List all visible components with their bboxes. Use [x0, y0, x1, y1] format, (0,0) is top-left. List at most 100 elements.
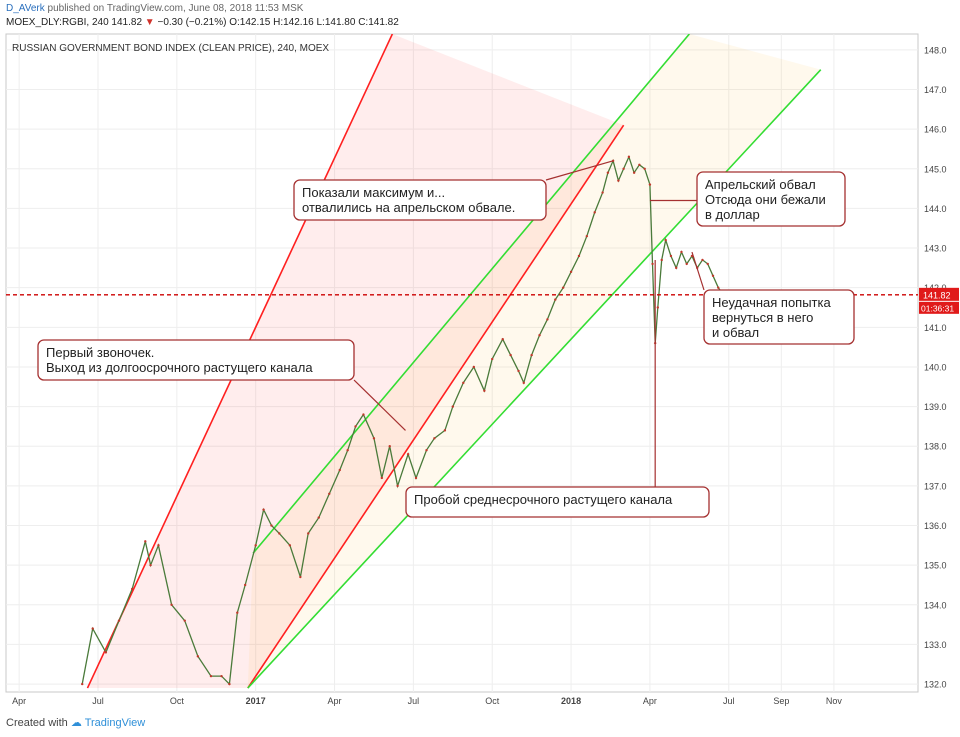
price-point: [462, 381, 465, 385]
x-tick-label: Apr: [12, 696, 26, 706]
price-point: [396, 484, 399, 488]
annotation-text: Первый звоночек.: [46, 345, 154, 360]
price-point: [406, 452, 410, 456]
annotation-text: отвалились на апрельском обвале.: [302, 200, 515, 215]
price-point: [380, 476, 384, 480]
x-tick-label: Jul: [92, 696, 104, 706]
y-tick-label: 148.0: [924, 45, 947, 55]
price-point: [262, 508, 265, 511]
y-tick-label: 144.0: [924, 204, 947, 214]
price-point: [149, 563, 152, 567]
price-point: [538, 334, 541, 337]
price-point: [117, 619, 121, 622]
price-point: [209, 674, 213, 678]
price-point: [669, 254, 673, 258]
price-point: [317, 516, 320, 519]
price-change: −0.30 (−0.21%): [157, 17, 227, 28]
y-tick-label: 139.0: [924, 402, 947, 412]
price-point: [228, 682, 231, 686]
x-tick-label: Apr: [643, 696, 657, 706]
y-tick-label: 137.0: [924, 481, 947, 491]
y-tick-label: 138.0: [924, 442, 947, 452]
publish-info: D_AVerk published on TradingView.com, Ju…: [6, 3, 303, 14]
ohlc-values: O:142.15 H:142.16 L:141.80 C:141.82: [229, 17, 399, 28]
annotation-box: [293, 179, 547, 221]
annotation-text: Пробой среднесрочного растущего канала: [414, 492, 673, 507]
last-price-label: 141.82: [923, 290, 951, 300]
price-point: [509, 353, 512, 357]
annotation-box: [696, 171, 846, 227]
price-point: [328, 492, 331, 496]
y-tick-label: 132.0: [924, 680, 947, 690]
price-point: [651, 262, 654, 266]
price-point: [622, 167, 625, 170]
price-point: [81, 682, 84, 686]
price-point: [522, 381, 525, 385]
price-point: [717, 286, 720, 289]
tradingview-brand[interactable]: TradingView: [84, 717, 146, 729]
chart-title: RUSSIAN GOVERNMENT BOND INDEX (CLEAN PRI…: [12, 43, 329, 54]
price-point: [569, 270, 573, 274]
x-tick-label: Nov: [826, 696, 843, 706]
change-arrow: ▼: [144, 17, 155, 28]
price-point: [675, 266, 678, 270]
footer: Created with ☁ TradingView: [6, 716, 145, 729]
last-price-badge: [919, 287, 959, 301]
price-point: [517, 369, 520, 373]
price-point: [183, 619, 186, 622]
price-point: [372, 437, 376, 440]
x-tick-label: Oct: [170, 696, 185, 706]
publisher-link[interactable]: D_AVerk: [6, 3, 45, 14]
channel-line: [252, 34, 690, 554]
price-point: [472, 365, 476, 369]
price-point: [593, 211, 596, 214]
price-point: [530, 353, 533, 357]
annotation-pointer: [691, 251, 705, 291]
annotation-box: [37, 339, 355, 381]
price-point: [354, 425, 357, 428]
channel-line: [247, 124, 625, 689]
price-point: [196, 655, 200, 658]
price-point: [243, 583, 247, 587]
x-tick-label: Oct: [485, 696, 500, 706]
annotation-text: Показали максимум и...: [302, 185, 445, 200]
price-point: [554, 298, 557, 301]
y-tick-label: 135.0: [924, 561, 947, 571]
y-tick-label: 136.0: [924, 521, 947, 531]
price-point: [701, 258, 704, 262]
price-point: [711, 274, 715, 277]
price-point: [278, 532, 281, 535]
price-point: [685, 262, 688, 266]
x-tick-label: Jul: [408, 696, 420, 706]
price-point: [157, 544, 160, 547]
price-point: [546, 318, 549, 321]
price-point: [104, 651, 108, 654]
price-point: [680, 250, 683, 254]
annotation-text: Отсюда они бежали: [705, 192, 826, 207]
price-point: [501, 338, 504, 341]
y-tick-label: 146.0: [924, 125, 947, 135]
price-point: [425, 449, 428, 452]
price-point: [451, 405, 455, 408]
price-point: [643, 167, 646, 170]
countdown-label: 01:36:31: [921, 303, 954, 313]
mid-channel-fill: [247, 34, 821, 689]
annotation-text: вернуться в него: [712, 310, 813, 325]
price-point: [585, 234, 589, 238]
annotation-pointer: [353, 379, 406, 431]
price-point: [362, 413, 365, 416]
price-point: [338, 468, 341, 472]
price-point: [170, 603, 173, 606]
x-tick-label: Apr: [328, 696, 342, 706]
price-point: [91, 627, 94, 630]
price-point: [577, 254, 581, 258]
y-tick-label: 147.0: [924, 85, 947, 95]
price-point: [130, 587, 134, 591]
price-point: [491, 357, 494, 361]
y-tick-label: 141.0: [924, 323, 947, 333]
price-point: [443, 429, 447, 432]
price-point: [656, 306, 660, 309]
price-point: [346, 449, 349, 452]
price-point: [617, 179, 620, 182]
